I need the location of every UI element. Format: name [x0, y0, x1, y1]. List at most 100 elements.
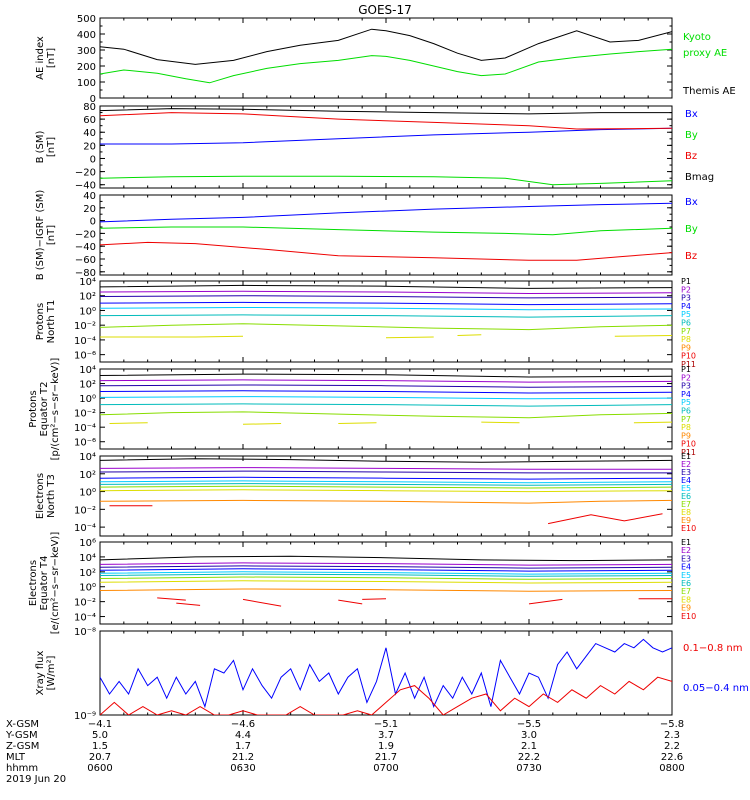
series-line-cyan	[100, 306, 672, 311]
series-line-lime	[100, 323, 672, 331]
legend-label: Bmag	[685, 172, 714, 183]
series-line-green	[100, 175, 672, 186]
y-tick-label: 10⁻⁶	[74, 351, 96, 362]
legend-label: P9	[681, 343, 691, 352]
legend-label: P6	[681, 407, 691, 416]
y-tick-label: 40	[83, 128, 96, 139]
x-axis-value: −4.6	[231, 719, 255, 730]
y-tick-label: −60	[75, 255, 96, 266]
panel-xray: 10⁻⁹ 10⁻⁸ Xray flux [W/m²] 0.1−0.8 nm 0.05−0.…	[35, 627, 749, 722]
panel-frame	[99, 105, 673, 189]
y-tick-label: 10⁴	[79, 452, 96, 463]
legend-label: E1	[681, 538, 691, 547]
legend-label: E6	[681, 579, 691, 588]
y-axis-label: [nT]	[46, 137, 57, 157]
series-line-yellow	[338, 422, 377, 424]
y-tick-label: 0	[90, 94, 96, 105]
series-line-blue	[100, 638, 672, 709]
legend-label: P3	[681, 382, 691, 391]
legend-label: 0.05−0.4 nm	[683, 683, 749, 694]
legend-label: Bz	[685, 251, 697, 262]
series-line-lime	[100, 485, 672, 489]
y-tick-label: 10⁶	[79, 538, 96, 549]
y-tick-label: 10⁴	[79, 277, 96, 288]
legend-label: E2	[681, 546, 691, 555]
series-line-yellow	[100, 580, 672, 584]
x-axis-value: −4.1	[88, 719, 112, 730]
series-line-blue	[100, 476, 672, 480]
y-axis-label: Electrons	[28, 560, 39, 606]
y-axis-label: B (SM)−IGRF (SM)	[35, 190, 46, 281]
legend-label: P8	[681, 423, 691, 432]
x-axis-row-label: Z-GSM	[6, 741, 39, 752]
panel-ae: 0 100 200 300 400 500 AE index [nT] Kyoto proxy A…	[35, 14, 736, 105]
series-group	[100, 108, 672, 186]
series-line-yellow	[633, 421, 672, 424]
series-line-blue	[100, 568, 672, 572]
panel-ent3: 10⁻⁴ 10⁻² 10⁰ 10² 10⁴ Electrons North T3 E1E2E3…	[35, 452, 696, 537]
series-line-black	[100, 373, 672, 378]
series-line-red	[338, 599, 363, 605]
series-line-red	[242, 598, 282, 607]
y-tick-label: 0	[90, 154, 96, 165]
y-tick-label: 80	[83, 102, 96, 113]
y-tick-label: 10⁰	[79, 488, 96, 499]
series-line-teal	[100, 314, 672, 318]
page-title: GOES-17	[358, 3, 412, 17]
y-tick-label: 10⁻⁶	[74, 438, 96, 449]
legend-label: P7	[681, 415, 691, 424]
x-axis-row-label: X-GSM	[6, 719, 39, 730]
series-line-red	[362, 598, 387, 600]
x-axis-value: 0700	[373, 763, 398, 774]
series-line-yellow	[457, 334, 482, 336]
x-axis-row-label: hhmm	[6, 763, 38, 774]
y-tick-label: 200	[77, 62, 96, 73]
series-line-purple	[100, 379, 672, 383]
legend-label: E4	[681, 476, 691, 485]
series-group	[100, 458, 672, 525]
series-line-red	[100, 112, 672, 130]
series-line-purple	[100, 562, 672, 566]
y-tick-label: 10⁻²	[74, 321, 96, 332]
series-line-yellow	[614, 335, 672, 337]
legend-label: P10	[681, 352, 696, 361]
x-axis-value: 2.2	[664, 741, 680, 752]
series-line-yellow	[100, 489, 672, 493]
x-axis-value: −5.8	[660, 719, 684, 730]
series-line-yellow	[242, 423, 282, 425]
legend-label: E5	[681, 484, 691, 493]
y-tick-label: 40	[83, 191, 96, 202]
series-line-cyan	[100, 480, 672, 484]
y-axis-label: Xray flux	[35, 651, 46, 696]
legend-label: P6	[681, 319, 691, 328]
series-line-indigo	[100, 295, 672, 299]
y-tick-label: 10²	[79, 292, 96, 303]
series-line-green	[100, 48, 672, 84]
x-axis-value: 1.7	[235, 741, 251, 752]
legend-label: E9	[681, 604, 691, 613]
legend-label: E3	[681, 554, 691, 563]
legend-label: Bx	[685, 197, 698, 208]
y-tick-label: 10⁻⁹	[74, 711, 96, 722]
panel-bigrf: −80 −60 −40 −200 20 40 B (SM)−IGRF (SM) [nT] Bx B…	[35, 190, 698, 281]
y-tick-label: 10⁻⁸	[74, 627, 96, 638]
x-axis-value: 21.7	[375, 752, 397, 763]
y-tick-label: −80	[75, 268, 96, 279]
series-group	[100, 28, 672, 84]
y-axis-label: Equator T4	[39, 556, 50, 611]
legend-label: Bx	[685, 109, 698, 120]
y-tick-label: 10²	[79, 568, 96, 579]
series-line-yellow	[109, 422, 148, 424]
series-line-cyan	[100, 396, 672, 400]
series-line-green	[100, 226, 672, 236]
series-group	[100, 284, 672, 339]
y-tick-label: 10⁻²	[74, 598, 96, 609]
x-axis-value: 0800	[659, 763, 684, 774]
series-line-purple	[100, 290, 672, 295]
x-axis-value: 3.0	[521, 730, 537, 741]
legend-label: 0.1−0.8 nm	[683, 643, 742, 654]
x-axis-value: 2.3	[664, 730, 680, 741]
legend-label: P5	[681, 398, 691, 407]
